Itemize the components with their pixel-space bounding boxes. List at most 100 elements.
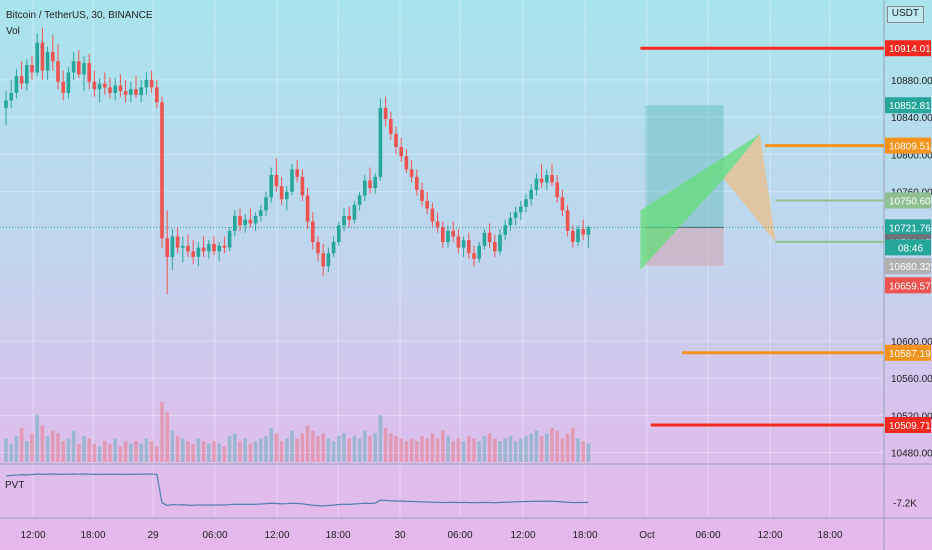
candle[interactable]	[92, 81, 97, 90]
candle[interactable]	[441, 227, 445, 243]
candle[interactable]	[201, 247, 206, 252]
candle[interactable]	[259, 210, 263, 216]
candle[interactable]	[243, 219, 247, 226]
candle[interactable]	[446, 230, 450, 243]
price-badge[interactable]	[885, 40, 931, 57]
candle[interactable]	[155, 87, 159, 103]
candle[interactable]	[238, 215, 242, 226]
candle[interactable]	[529, 189, 533, 200]
candle[interactable]	[196, 247, 201, 257]
volume-label[interactable]: Vol	[6, 26, 20, 37]
candle[interactable]	[321, 253, 325, 267]
time-axis[interactable]: 12:00 18:00 29 06:00 12:00 18:00 30 06:00 12:00 1…	[20, 530, 842, 541]
candle[interactable]	[456, 236, 461, 248]
candle[interactable]	[477, 245, 481, 259]
candle[interactable]	[149, 79, 154, 88]
candle[interactable]	[482, 232, 487, 246]
candle[interactable]	[4, 100, 8, 108]
candle[interactable]	[493, 242, 497, 252]
candle[interactable]	[9, 92, 13, 101]
price-badge[interactable]	[885, 277, 931, 294]
candle[interactable]	[103, 83, 107, 88]
candle[interactable]	[368, 180, 372, 189]
candle[interactable]	[581, 229, 585, 235]
candle[interactable]	[404, 156, 409, 170]
candle[interactable]	[87, 63, 91, 82]
candle[interactable]	[30, 64, 34, 73]
candle[interactable]	[430, 208, 435, 222]
candle[interactable]	[285, 191, 289, 200]
candle[interactable]	[383, 107, 388, 120]
candle[interactable]	[352, 204, 357, 220]
candle[interactable]	[461, 240, 466, 248]
candle[interactable]	[331, 242, 336, 254]
candle[interactable]	[560, 197, 565, 211]
candle[interactable]	[347, 215, 351, 220]
candle[interactable]	[342, 215, 346, 226]
candle[interactable]	[233, 215, 237, 231]
candle[interactable]	[420, 189, 424, 202]
candle[interactable]	[326, 253, 331, 267]
candle[interactable]	[357, 195, 362, 205]
candle[interactable]	[35, 42, 39, 73]
candle[interactable]	[165, 238, 169, 257]
candle[interactable]	[316, 242, 320, 254]
candle[interactable]	[175, 236, 180, 248]
candle[interactable]	[373, 176, 377, 189]
candle[interactable]	[170, 236, 175, 257]
candle[interactable]	[394, 133, 398, 147]
candle[interactable]	[160, 102, 164, 239]
candle[interactable]	[524, 199, 528, 207]
candle[interactable]	[550, 174, 554, 183]
candle[interactable]	[82, 63, 86, 75]
candle[interactable]	[123, 91, 128, 95]
candle[interactable]	[279, 186, 284, 200]
candle[interactable]	[451, 230, 455, 237]
candle[interactable]	[269, 174, 273, 198]
candle[interactable]	[337, 225, 341, 243]
candle[interactable]	[576, 229, 580, 243]
candle[interactable]	[207, 243, 211, 252]
candle[interactable]	[498, 234, 502, 252]
candle[interactable]	[129, 89, 133, 95]
candle[interactable]	[472, 253, 476, 259]
candle[interactable]	[305, 195, 310, 222]
price-badge[interactable]	[885, 137, 931, 154]
price-axis[interactable]: -7.2K10880.0010840.0010800.0010760.00106…	[885, 40, 932, 509]
candle[interactable]	[40, 42, 45, 71]
candle[interactable]	[555, 182, 559, 198]
candle[interactable]	[97, 83, 102, 90]
candle[interactable]	[25, 64, 29, 84]
currency-unit[interactable]: USDT	[886, 6, 924, 23]
candle[interactable]	[586, 227, 591, 235]
candle[interactable]	[253, 215, 258, 224]
price-badge[interactable]	[885, 97, 931, 114]
candle[interactable]	[503, 225, 507, 235]
candle[interactable]	[508, 217, 513, 226]
candle[interactable]	[181, 245, 185, 248]
candle[interactable]	[300, 176, 305, 196]
candle[interactable]	[14, 76, 19, 93]
pvt-label[interactable]: PVT	[5, 480, 25, 491]
candle[interactable]	[217, 245, 221, 252]
candle[interactable]	[264, 197, 268, 211]
candle[interactable]	[571, 230, 575, 243]
candle[interactable]	[212, 243, 216, 252]
candle[interactable]	[77, 61, 81, 75]
candle[interactable]	[487, 232, 492, 243]
candle[interactable]	[415, 176, 419, 190]
candle[interactable]	[435, 221, 440, 228]
candle[interactable]	[71, 61, 76, 73]
candle[interactable]	[45, 51, 50, 71]
candle[interactable]	[389, 119, 393, 134]
candle[interactable]	[139, 87, 143, 95]
candle[interactable]	[113, 85, 117, 93]
candle[interactable]	[539, 178, 544, 183]
candle[interactable]	[295, 169, 299, 177]
candle[interactable]	[534, 178, 539, 190]
candle[interactable]	[144, 79, 149, 88]
candle[interactable]	[409, 169, 414, 177]
candle[interactable]	[425, 201, 429, 209]
price-badge[interactable]	[885, 257, 931, 274]
